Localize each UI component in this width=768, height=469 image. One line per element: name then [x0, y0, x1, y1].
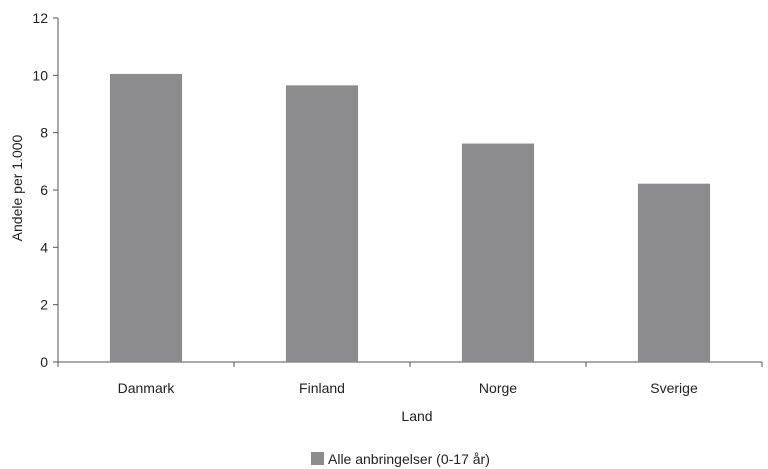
y-tick-label: 2	[40, 297, 48, 313]
y-tick-label: 8	[40, 125, 48, 141]
y-tick-label: 10	[32, 67, 48, 83]
x-axis-title: Land	[401, 408, 432, 424]
bar	[461, 143, 535, 362]
x-tick-label: Danmark	[118, 380, 176, 396]
y-axis: 0 2 4 6 8 10 12	[32, 10, 59, 370]
x-tick-label: Finland	[299, 380, 345, 396]
legend-label: Alle anbringelser (0-17 år)	[328, 451, 490, 467]
x-tick-label: Sverige	[650, 380, 698, 396]
x-axis: Danmark Finland Norge Sverige	[57, 361, 763, 396]
bar	[637, 183, 711, 362]
y-tick-label: 0	[40, 354, 48, 370]
bar	[109, 73, 183, 363]
y-tick-label: 6	[40, 182, 48, 198]
bars	[109, 73, 711, 363]
x-tick-label: Norge	[479, 380, 517, 396]
legend: Alle anbringelser (0-17 år)	[311, 451, 490, 467]
y-axis-title: Andele per 1.000	[9, 134, 25, 241]
bar	[285, 85, 359, 362]
legend-swatch	[311, 452, 324, 465]
y-tick-label: 4	[40, 239, 48, 255]
y-tick-label: 12	[32, 10, 48, 26]
